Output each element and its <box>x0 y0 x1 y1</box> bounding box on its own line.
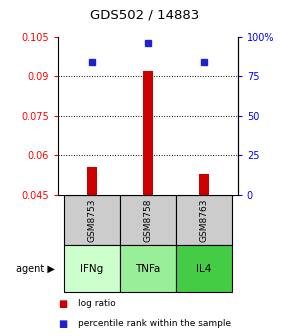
Text: GSM8758: GSM8758 <box>143 198 153 242</box>
Bar <box>87 167 97 195</box>
Text: IFNg: IFNg <box>80 264 103 274</box>
Text: GDS502 / 14883: GDS502 / 14883 <box>90 9 200 22</box>
Bar <box>199 174 209 195</box>
Text: ■: ■ <box>58 299 67 309</box>
Bar <box>176 195 232 245</box>
Bar <box>120 245 176 292</box>
Text: GSM8753: GSM8753 <box>87 198 96 242</box>
Bar <box>176 245 232 292</box>
Bar <box>64 195 120 245</box>
Bar <box>120 195 176 245</box>
Text: TNFa: TNFa <box>135 264 161 274</box>
Text: ■: ■ <box>58 319 67 329</box>
Text: GSM8763: GSM8763 <box>200 198 209 242</box>
Text: log ratio: log ratio <box>78 299 116 308</box>
Text: percentile rank within the sample: percentile rank within the sample <box>78 319 231 328</box>
Bar <box>143 71 153 195</box>
Bar <box>64 245 120 292</box>
Text: IL4: IL4 <box>196 264 212 274</box>
Text: agent ▶: agent ▶ <box>16 264 55 274</box>
